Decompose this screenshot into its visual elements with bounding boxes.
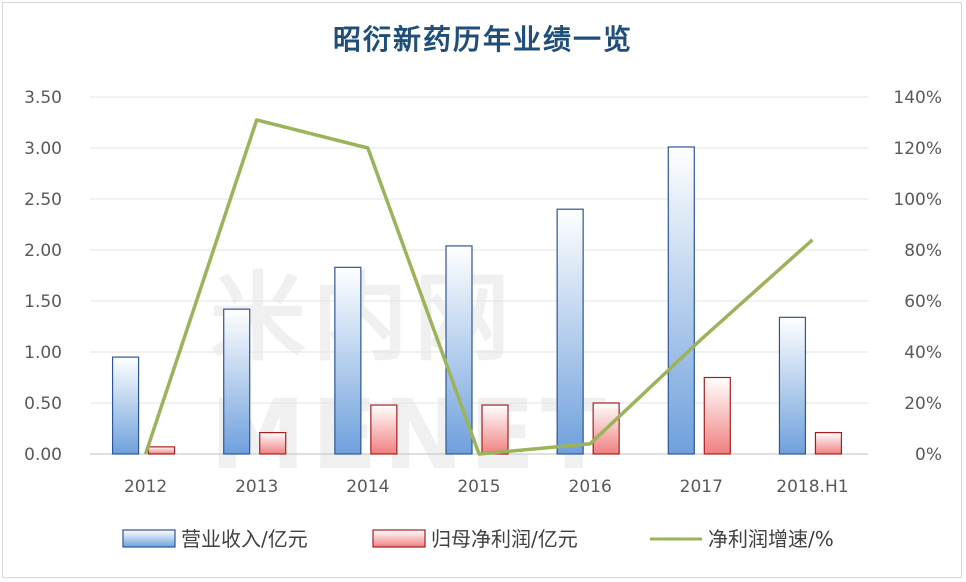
chart-title: 昭衍新药历年业绩一览 [332, 23, 633, 56]
bar-profit [147, 446, 176, 455]
x-tick-label: 2017 [680, 477, 723, 497]
y-right-tick-label: 100% [893, 190, 942, 210]
x-tick-label: 2015 [457, 477, 500, 497]
y-left-tick-label: 1.50 [24, 292, 62, 312]
x-tick-label: 2012 [124, 477, 167, 497]
y-left-tick-label: 3.00 [24, 139, 62, 159]
legend-label-revenue: 营业收入/亿元 [181, 527, 308, 551]
x-tick-label: 2013 [235, 477, 278, 497]
y-right-tick-label: 40% [904, 343, 942, 363]
bar-revenue [334, 266, 362, 455]
legend-label-profit: 归母净利润/亿元 [431, 527, 578, 551]
y-left-tick-label: 3.50 [24, 88, 62, 108]
y-left-tick-label: 1.00 [24, 343, 62, 363]
x-tick-label: 2016 [569, 477, 612, 497]
y-right-tick-label: 20% [904, 394, 942, 414]
bar-revenue [223, 308, 251, 455]
x-tick-label: 2014 [346, 477, 389, 497]
bar-revenue [556, 208, 584, 455]
y-left-tick-label: 0.50 [24, 394, 62, 414]
y-left-tick-label: 2.50 [24, 190, 62, 210]
legend-swatch-revenue [122, 529, 176, 548]
y-left-tick-label: 0.00 [24, 445, 62, 465]
y-right-tick-label: 60% [904, 292, 942, 312]
bar-revenue [667, 146, 695, 455]
bar-profit [259, 431, 287, 455]
legend-swatch-profit [372, 529, 426, 548]
bar-profit [481, 404, 509, 455]
bar-revenue [778, 316, 807, 455]
bar-profit [370, 404, 398, 455]
x-tick-label: 2018.H1 [776, 477, 848, 497]
bar-profit [814, 431, 843, 455]
legend-label-growth: 净利润增速/% [708, 527, 834, 551]
line-growth [143, 118, 814, 456]
bar-profit [703, 376, 731, 455]
bar-revenue [111, 356, 140, 455]
y-right-tick-label: 120% [893, 139, 942, 159]
y-left-tick-label: 2.00 [24, 241, 62, 261]
y-right-tick-label: 0% [915, 445, 942, 465]
y-right-tick-label: 140% [893, 88, 942, 108]
y-right-tick-label: 80% [904, 241, 942, 261]
